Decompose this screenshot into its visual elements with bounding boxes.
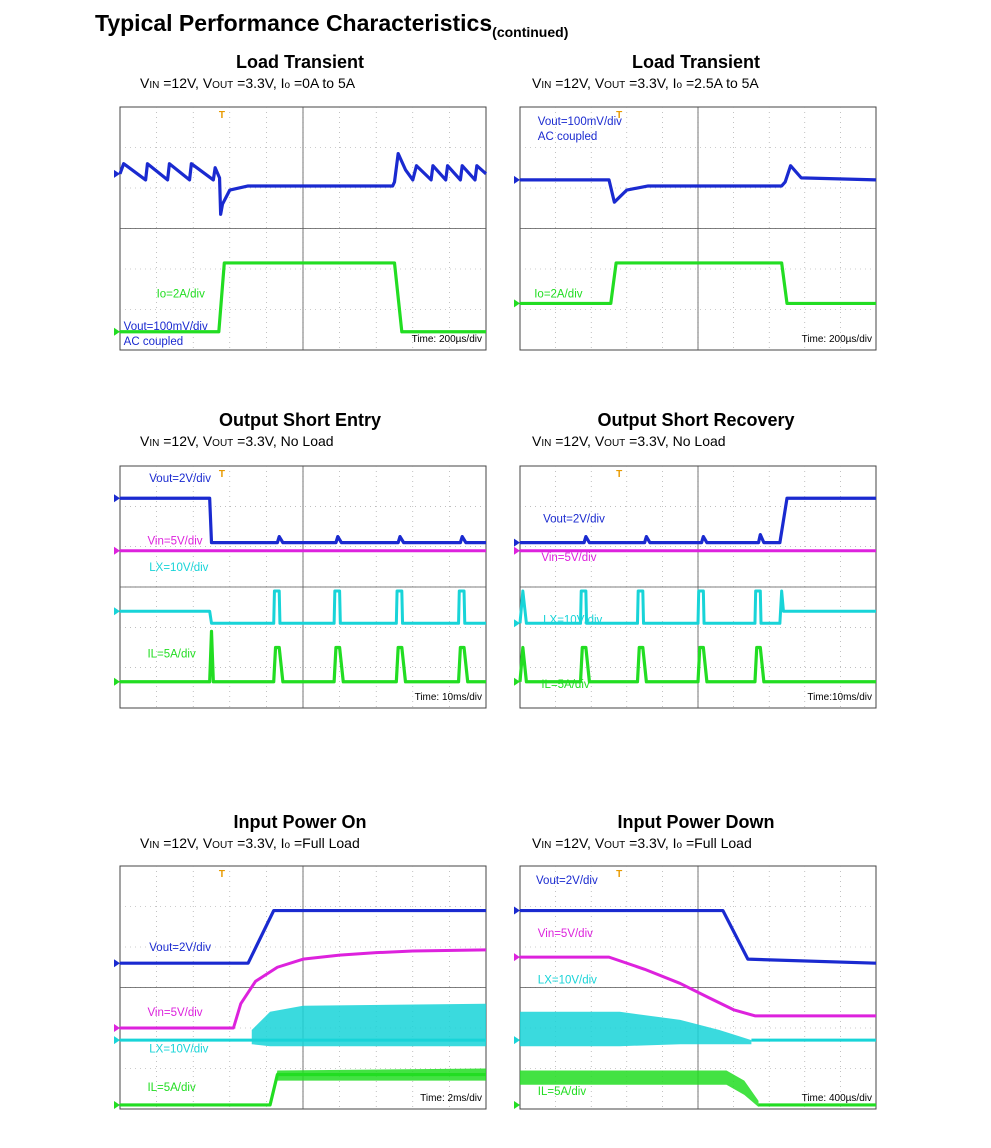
chart-conditions: VIN =12V, VOUT =3.3V, Io =2.5A to 5A (532, 75, 759, 91)
trace-label-vin: Vin=5V/div (541, 552, 596, 564)
trace-label-il: IL=5A/div (147, 1082, 196, 1094)
trace-label-io: Io=2A/div (534, 288, 583, 300)
channel-marker (514, 677, 520, 686)
trace-il (120, 629, 486, 684)
trace-vout (118, 151, 488, 216)
channel-marker (514, 538, 520, 547)
chart-conditions: VIN =12V, VOUT =3.3V, Io =Full Load (532, 835, 752, 851)
channel-marker (514, 1036, 520, 1045)
channel-marker (514, 1100, 520, 1109)
channel-marker (114, 327, 120, 336)
channel-marker (514, 619, 520, 628)
trace-label-vout: Vout=100mV/div (124, 321, 208, 333)
time-scale-label: Time: 200µs/div (802, 334, 872, 345)
trace-label-vout: Vout=2V/div (543, 513, 605, 525)
channel-marker (114, 607, 120, 616)
channel-marker (114, 1024, 120, 1032)
chart-title: Load Transient (631, 52, 761, 72)
trace-label-vin: Vin=5V/div (538, 928, 593, 940)
channel-marker (114, 1100, 120, 1109)
channel-marker (114, 546, 120, 555)
trace-vout (520, 496, 876, 545)
heading-suffix: (continued) (492, 24, 569, 40)
chart-title: Output Short Recovery (597, 410, 795, 430)
trace-label-il: IL=5A/div (147, 649, 196, 661)
trace-vout (520, 164, 877, 204)
trace-il (120, 1072, 486, 1107)
trigger-marker: T (616, 869, 622, 880)
trace-io (520, 261, 876, 306)
scope-screen: T Vout=2V/div Vin=5V/div LX=10V/div IL=5A/di… (514, 465, 877, 709)
trigger-marker: T (219, 469, 225, 480)
trace-label-il: IL=5A/div (541, 679, 590, 691)
trigger-marker: T (616, 110, 622, 121)
trace-label-vout: Vout=100mV/div (538, 116, 622, 128)
channel-marker (114, 494, 120, 503)
channel-marker (114, 1036, 120, 1045)
trigger-marker: T (616, 469, 622, 480)
trace-label-lx: LX=10V/div (543, 614, 602, 626)
trace-label-lx: LX=10V/div (149, 1043, 208, 1055)
trace-vout (120, 908, 486, 965)
scope-screen: T Vout=2V/div Vin=5V/div LX=10V/div IL=5A/di… (114, 865, 487, 1110)
trace-band-il (270, 1068, 486, 1107)
channel-marker (514, 299, 520, 308)
time-scale-label: Time: 2ms/div (420, 1093, 482, 1104)
channel-marker (514, 953, 520, 962)
trace-label-lx: LX=10V/div (538, 974, 597, 986)
time-scale-label: Time: 200µs/div (412, 334, 482, 345)
channel-marker (114, 677, 120, 686)
trace-band-lx (520, 1011, 752, 1047)
trace-band-lx (251, 1003, 486, 1047)
trace-label-vout: Vout=2V/div (149, 473, 211, 485)
time-scale-label: Time:10ms/div (807, 692, 872, 703)
chart-conditions: VIN =12V, VOUT =3.3V, Io =Full Load (140, 835, 360, 851)
time-scale-label: Time: 400µs/div (802, 1093, 872, 1104)
trace-io (120, 261, 486, 334)
chart-conditions: VIN =12V, VOUT =3.3V, No Load (532, 433, 726, 449)
trace-vout (120, 496, 486, 545)
scope-screen: T Vout=100mV/div AC coupled Io=2A/div Time: … (114, 106, 488, 351)
trace-label-vout: Vout=2V/div (149, 942, 211, 954)
chart-title: Load Transient (235, 52, 365, 72)
channel-marker (514, 546, 520, 555)
scope-screen: T Vout=2V/div Vin=5V/div LX=10V/div IL=5A/di… (114, 465, 487, 709)
trace-label-vin: Vin=5V/div (147, 1007, 202, 1019)
chart-conditions: VIN =12V, VOUT =3.3V, No Load (140, 433, 334, 449)
trace-label-vout: Vout=2V/div (536, 875, 598, 887)
page-heading: Typical Performance Characteristics(cont… (95, 10, 569, 40)
channel-marker (514, 175, 520, 184)
trace-label-lx: LX=10V/div (149, 562, 208, 574)
trace-label-coupling: AC coupled (124, 336, 183, 348)
trace-lx (120, 589, 486, 625)
trace-label-vin: Vin=5V/div (147, 536, 202, 548)
chart-title: Input Power On (233, 812, 367, 832)
time-scale-label: Time: 10ms/div (415, 692, 482, 703)
trace-label-coupling: AC coupled (538, 131, 597, 143)
trigger-marker: T (219, 869, 225, 880)
scope-screen: T Vout=2V/div Vin=5V/div LX=10V/div IL=5A/di… (514, 865, 877, 1110)
trace-vout (520, 908, 877, 965)
chart-title: Input Power Down (617, 812, 775, 832)
heading-text: Typical Performance Characteristics (95, 10, 493, 36)
channel-marker (514, 906, 520, 915)
channel-marker (114, 959, 120, 968)
trace-band-il (520, 1070, 759, 1107)
trace-il (518, 645, 876, 684)
chart-conditions: VIN =12V, VOUT =3.3V, Io =0A to 5A (140, 75, 356, 91)
trace-lx (518, 589, 876, 625)
trace-vin (520, 955, 876, 1018)
channel-marker (114, 169, 120, 178)
trigger-marker: T (219, 110, 225, 121)
trace-label-io: Io=2A/div (157, 288, 206, 300)
trace-vin (120, 948, 487, 1030)
chart-title: Output Short Entry (219, 410, 381, 430)
trace-label-il: IL=5A/div (538, 1086, 587, 1098)
